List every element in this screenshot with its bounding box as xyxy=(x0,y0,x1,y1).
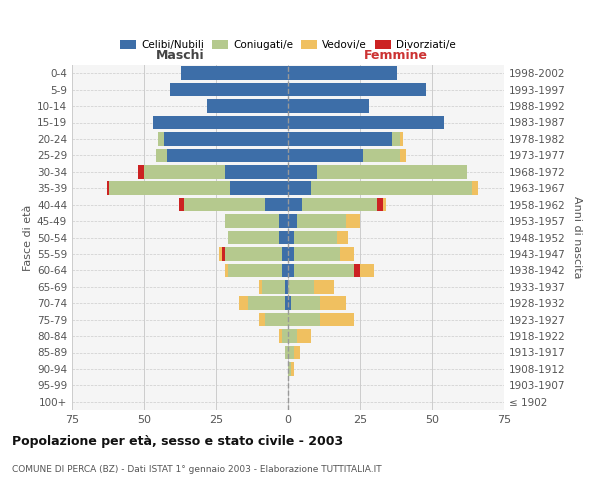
Bar xyxy=(265,313,288,326)
Bar xyxy=(224,214,280,228)
Bar xyxy=(138,165,144,178)
Text: Popolazione per età, sesso e stato civile - 2003: Popolazione per età, sesso e stato civil… xyxy=(12,435,343,448)
Text: Femmine: Femmine xyxy=(364,48,428,62)
Bar xyxy=(291,296,320,310)
Bar xyxy=(296,330,311,343)
Bar xyxy=(288,148,363,162)
Bar xyxy=(291,362,294,376)
Bar xyxy=(288,66,397,80)
Bar xyxy=(317,165,467,178)
Bar xyxy=(222,247,224,260)
Bar xyxy=(288,264,294,277)
Bar xyxy=(224,165,288,178)
Bar xyxy=(383,198,386,211)
Bar xyxy=(280,330,282,343)
Bar xyxy=(288,296,291,310)
Bar xyxy=(294,346,299,359)
Bar xyxy=(288,362,291,376)
Bar xyxy=(152,116,288,129)
Bar xyxy=(265,198,288,211)
Bar xyxy=(288,313,320,326)
Bar xyxy=(288,214,296,228)
Bar xyxy=(288,83,426,96)
Bar xyxy=(400,132,403,145)
Bar xyxy=(288,198,302,211)
Bar xyxy=(296,214,346,228)
Bar xyxy=(360,264,374,277)
Bar xyxy=(288,165,317,178)
Bar xyxy=(282,247,288,260)
Bar xyxy=(288,330,296,343)
Bar xyxy=(320,313,354,326)
Bar xyxy=(320,296,346,310)
Bar xyxy=(179,198,184,211)
Bar xyxy=(363,148,400,162)
Bar xyxy=(285,280,288,293)
Bar xyxy=(282,330,288,343)
Text: Maschi: Maschi xyxy=(155,48,205,62)
Bar xyxy=(288,231,294,244)
Bar xyxy=(340,247,354,260)
Bar xyxy=(170,83,288,96)
Bar xyxy=(288,280,314,293)
Bar xyxy=(288,346,294,359)
Bar xyxy=(288,247,294,260)
Bar xyxy=(158,132,164,145)
Bar xyxy=(354,264,360,277)
Bar xyxy=(288,116,443,129)
Bar xyxy=(230,182,288,195)
Bar xyxy=(282,264,288,277)
Bar xyxy=(227,231,280,244)
Bar xyxy=(259,313,265,326)
Legend: Celibi/Nubili, Coniugati/e, Vedovi/e, Divorziati/e: Celibi/Nubili, Coniugati/e, Vedovi/e, Di… xyxy=(116,36,460,54)
Bar xyxy=(400,148,406,162)
Bar xyxy=(224,264,227,277)
Bar xyxy=(288,100,368,113)
Bar xyxy=(167,148,288,162)
Bar xyxy=(239,296,248,310)
Bar xyxy=(377,198,383,211)
Text: COMUNE DI PERCA (BZ) - Dati ISTAT 1° gennaio 2003 - Elaborazione TUTTITALIA.IT: COMUNE DI PERCA (BZ) - Dati ISTAT 1° gen… xyxy=(12,465,382,474)
Bar xyxy=(227,264,282,277)
Y-axis label: Anni di nascita: Anni di nascita xyxy=(572,196,582,279)
Bar xyxy=(346,214,360,228)
Bar xyxy=(224,247,282,260)
Bar xyxy=(184,198,265,211)
Bar xyxy=(294,247,340,260)
Bar xyxy=(285,296,288,310)
Bar xyxy=(107,182,109,195)
Bar xyxy=(164,132,288,145)
Bar xyxy=(302,198,377,211)
Y-axis label: Fasce di età: Fasce di età xyxy=(23,204,33,270)
Bar xyxy=(285,346,288,359)
Bar xyxy=(280,231,288,244)
Bar xyxy=(288,182,311,195)
Bar xyxy=(259,280,262,293)
Bar xyxy=(314,280,334,293)
Bar xyxy=(294,264,354,277)
Bar xyxy=(208,100,288,113)
Bar xyxy=(337,231,349,244)
Bar xyxy=(155,148,167,162)
Bar xyxy=(392,132,400,145)
Bar xyxy=(144,165,224,178)
Bar xyxy=(311,182,472,195)
Bar xyxy=(294,231,337,244)
Bar xyxy=(109,182,230,195)
Bar xyxy=(262,280,285,293)
Bar xyxy=(181,66,288,80)
Bar xyxy=(472,182,478,195)
Bar xyxy=(248,296,285,310)
Bar xyxy=(280,214,288,228)
Bar xyxy=(219,247,222,260)
Bar xyxy=(288,132,392,145)
